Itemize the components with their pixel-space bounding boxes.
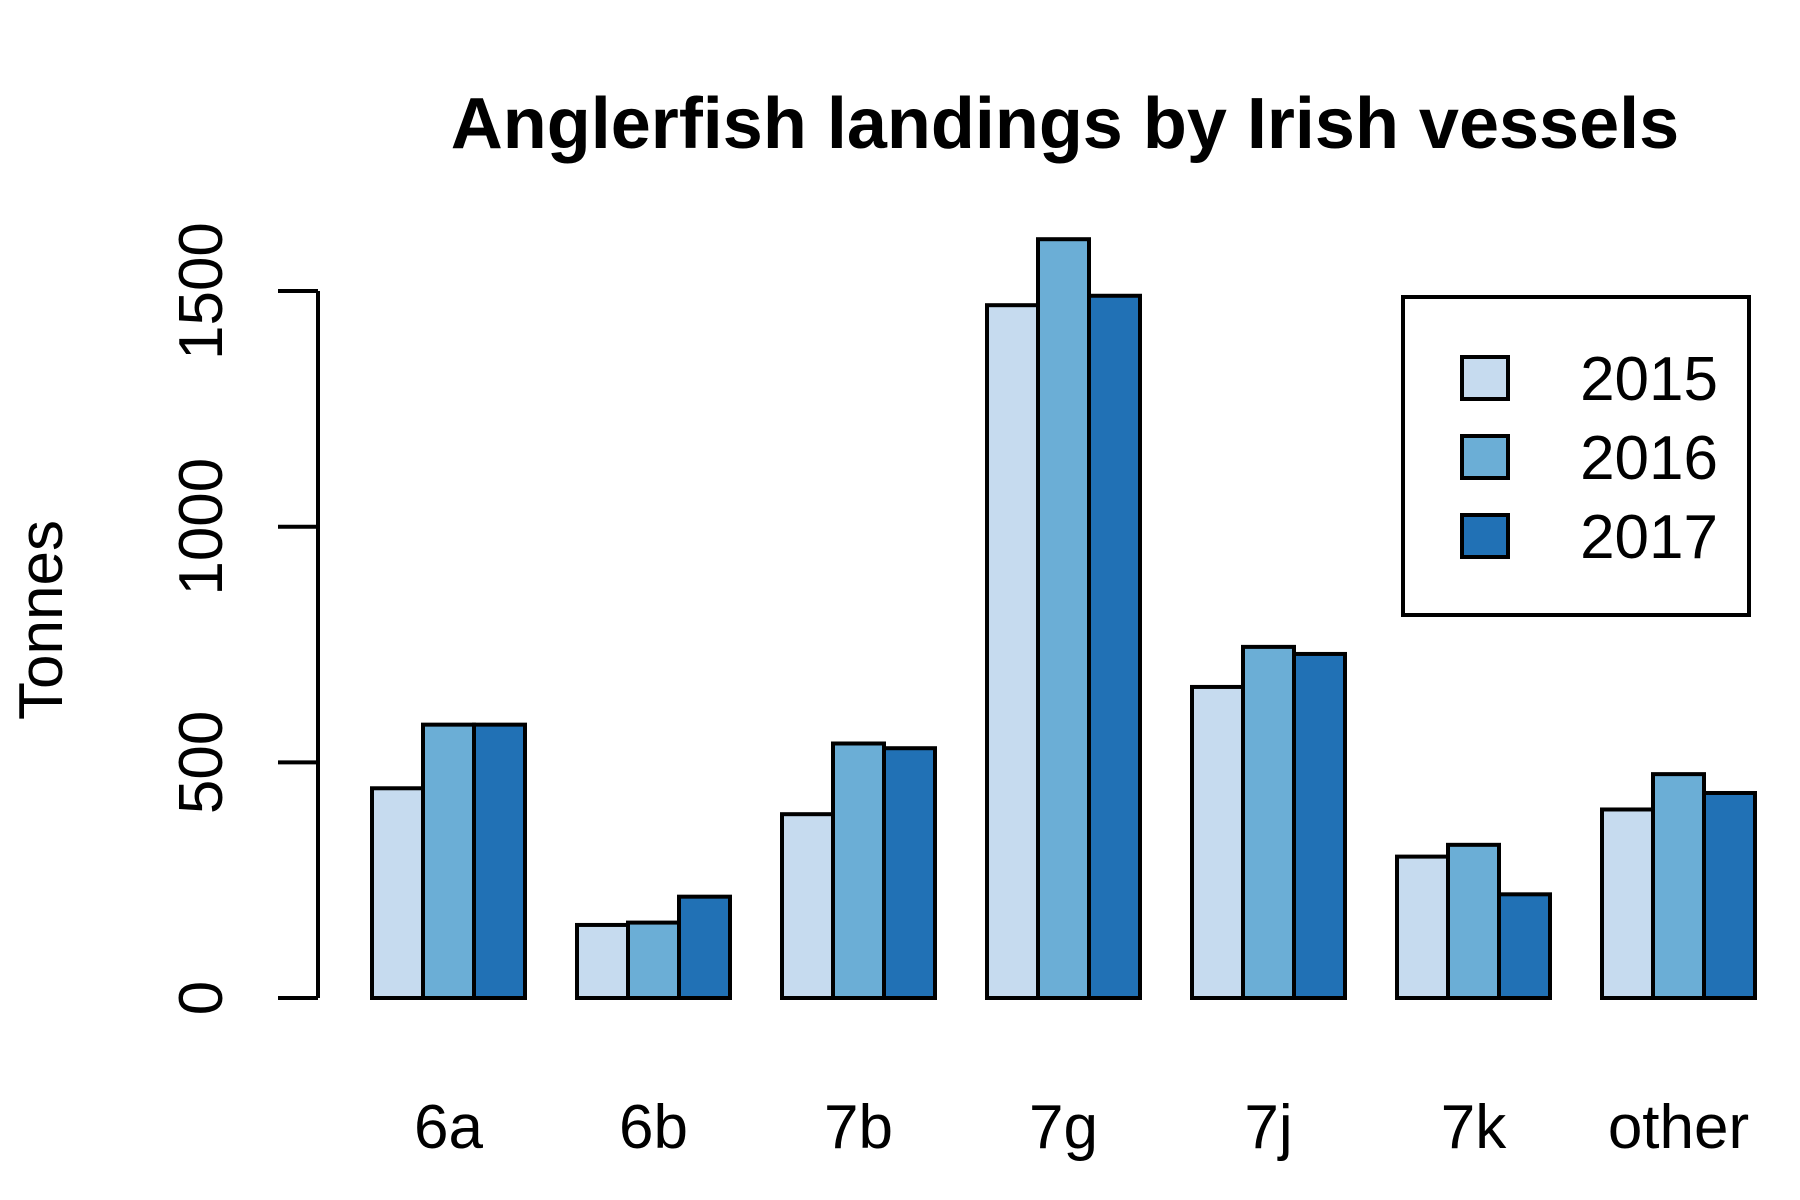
y-tick-label: 1500 — [167, 222, 236, 360]
bar-7k-2017 — [1497, 892, 1552, 1001]
bar-6a-2016 — [421, 722, 476, 1000]
y-tick-label: 0 — [167, 981, 236, 1015]
bar-6a-2015 — [370, 786, 425, 1000]
x-tick-labels: 6a 6b 7b 7g 7j 7k other — [414, 1093, 1749, 1162]
y-axis-label: Tonnes — [7, 520, 76, 720]
bar-7j-2016 — [1241, 644, 1296, 1000]
bars — [370, 237, 1757, 1001]
bar-other-2017 — [1702, 790, 1757, 1000]
legend-swatch-2016 — [1460, 434, 1510, 480]
bar-7j-2015 — [1190, 684, 1245, 1001]
y-axis: 0 500 1000 1500 — [167, 222, 320, 1015]
x-tick-label-7g: 7g — [1029, 1093, 1098, 1162]
x-tick-label-6a: 6a — [414, 1093, 483, 1162]
bar-7b-2015 — [780, 812, 835, 1000]
legend-swatch-2015 — [1460, 355, 1510, 401]
bar-7b-2016 — [831, 741, 886, 1000]
bar-7g-2017 — [1087, 293, 1142, 1000]
bar-7g-2015 — [985, 303, 1040, 1000]
bar-other-2015 — [1600, 807, 1655, 1000]
y-tick-label: 1000 — [167, 458, 236, 596]
bar-7k-2015 — [1395, 854, 1450, 1000]
legend-label-2017: 2017 — [1580, 503, 1718, 572]
bar-7k-2016 — [1446, 842, 1501, 1001]
bar-other-2016 — [1651, 772, 1706, 1000]
bar-7j-2017 — [1292, 651, 1347, 1000]
x-tick-label-other: other — [1608, 1093, 1749, 1162]
y-tick-label: 500 — [167, 711, 236, 814]
bar-6b-2015 — [575, 922, 630, 1000]
bar-6a-2017 — [472, 722, 527, 1000]
bar-7b-2017 — [882, 746, 937, 1000]
legend: 2015 2016 2017 — [1401, 295, 1751, 617]
x-tick-label-7k: 7k — [1441, 1093, 1507, 1162]
x-tick-label-6b: 6b — [619, 1093, 688, 1162]
legend-swatch-2017 — [1460, 513, 1510, 559]
chart-title: Anglerfish landings by Irish vessels — [451, 84, 1679, 164]
bar-6b-2016 — [626, 920, 681, 1000]
legend-label-2016: 2016 — [1580, 424, 1718, 493]
bar-7g-2016 — [1036, 237, 1091, 1001]
x-tick-label-7b: 7b — [824, 1093, 893, 1162]
x-tick-label-7j: 7j — [1244, 1093, 1292, 1162]
legend-label-2015: 2015 — [1580, 345, 1718, 414]
bar-6b-2017 — [677, 894, 732, 1000]
